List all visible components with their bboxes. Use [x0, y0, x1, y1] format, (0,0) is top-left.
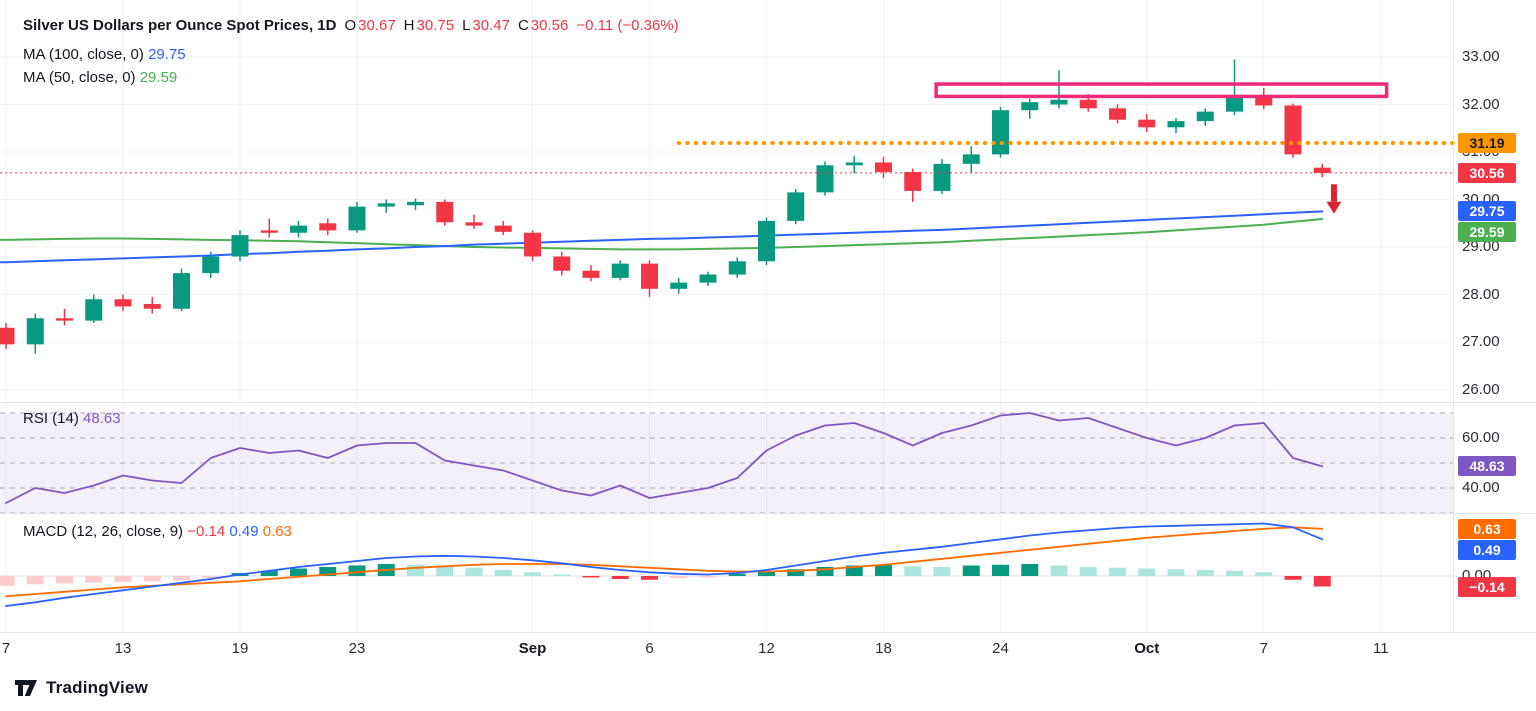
tradingview-logo-icon	[15, 680, 37, 696]
candles	[0, 59, 1331, 354]
resistance-zone-rect	[934, 82, 1389, 99]
macd-histogram	[0, 564, 1331, 587]
ma100-price-badge: 29.75	[1458, 201, 1516, 222]
rsi-band	[0, 413, 1453, 513]
rsi-value: 48.63	[83, 410, 121, 427]
price-tick-label: 27.00	[1462, 333, 1500, 350]
ma50-label: MA (50, close, 0)	[23, 69, 136, 86]
rsi-value-badge: 48.63	[1458, 456, 1516, 477]
time-tick-label: 24	[992, 640, 1009, 657]
change-value: −0.11 (−0.36%)	[576, 17, 679, 34]
down-arrow	[1326, 184, 1342, 214]
ohlc-close: C 30.56	[517, 17, 569, 34]
price-tick-label: 33.00	[1462, 48, 1500, 65]
macd-main-line	[5, 522, 1324, 607]
time-tick-label: 18	[875, 640, 892, 657]
macd-hist-value: −0.14	[187, 523, 226, 540]
ohlc-high: H 30.75	[403, 17, 455, 34]
macd-signal-value: 0.63	[262, 523, 292, 540]
price-tick-label: 26.00	[1462, 380, 1500, 398]
last-price-badge: 30.56	[1458, 162, 1516, 183]
rsi-line	[5, 412, 1324, 504]
time-tick-label: 7	[1259, 640, 1268, 657]
time-tick-label: Sep	[518, 640, 547, 657]
price-tick-label: 32.00	[1462, 95, 1500, 113]
time-tick-label: Oct	[1134, 640, 1160, 657]
ma100-label: MA (100, close, 0)	[23, 46, 144, 63]
macd-line-value: 0.49	[229, 523, 259, 540]
ma50-price-badge: 29.59	[1458, 222, 1516, 243]
time-tick-label: 19	[231, 640, 249, 657]
time-tick-label: 11	[1372, 640, 1389, 657]
symbol-legend[interactable]: Silver US Dollars per Ounce Spot Prices,…	[23, 17, 679, 34]
time-tick-label: 13	[114, 640, 132, 657]
rsi-tick-label: 40.00	[1462, 479, 1500, 496]
macd-legend[interactable]: MACD (12, 26, close, 9) −0.14 0.49 0.63	[23, 523, 292, 540]
ma50-value: 29.59	[139, 69, 178, 86]
tradingview-brand-text: TradingView	[46, 678, 149, 697]
macd-label: MACD (12, 26, close, 9)	[23, 523, 184, 540]
tradingview-brand[interactable]: TradingView	[14, 676, 148, 700]
time-tick-label: 7	[1, 640, 11, 657]
ma100-legend[interactable]: MA (100, close, 0) 29.75	[23, 46, 186, 63]
ma100-line	[0, 210, 1324, 264]
time-tick-label: 23	[348, 640, 366, 657]
price-axis[interactable]: 33.0032.0031.0030.0029.0028.0027.0026.00…	[1453, 0, 1536, 632]
price-tick-label: 29.00	[1462, 238, 1500, 255]
time-axis[interactable]: 7 13 19 23 Sep 6 12 18 24 Oct 7 11	[0, 632, 1536, 666]
ohlc-open: O 30.67	[344, 17, 396, 34]
rsi-legend[interactable]: RSI (14) 48.63	[23, 410, 121, 427]
gridlines	[0, 0, 1453, 632]
panel-separators	[0, 0, 1536, 633]
resistance-price-badge: 31.19	[1458, 132, 1516, 153]
ma50-line	[0, 218, 1324, 251]
ma100-value: 29.75	[148, 46, 186, 63]
ohlc-low: L 30.47	[462, 17, 510, 34]
time-tick-label: 6	[645, 640, 654, 657]
macd-signal-line	[5, 526, 1324, 598]
signal-value-badge: 0.63	[1458, 518, 1516, 539]
rsi-label: RSI (14)	[23, 410, 79, 427]
price-tick-label: 28.00	[1462, 285, 1500, 303]
ma50-legend[interactable]: MA (50, close, 0) 29.59	[23, 69, 177, 86]
time-tick-label: 12	[758, 640, 775, 657]
symbol-title: Silver US Dollars per Ounce Spot Prices,…	[23, 17, 337, 34]
hist-value-badge: −0.14	[1458, 576, 1516, 597]
macd-value-badge: 0.49	[1458, 539, 1516, 560]
rsi-tick-label: 60.00	[1462, 429, 1500, 446]
